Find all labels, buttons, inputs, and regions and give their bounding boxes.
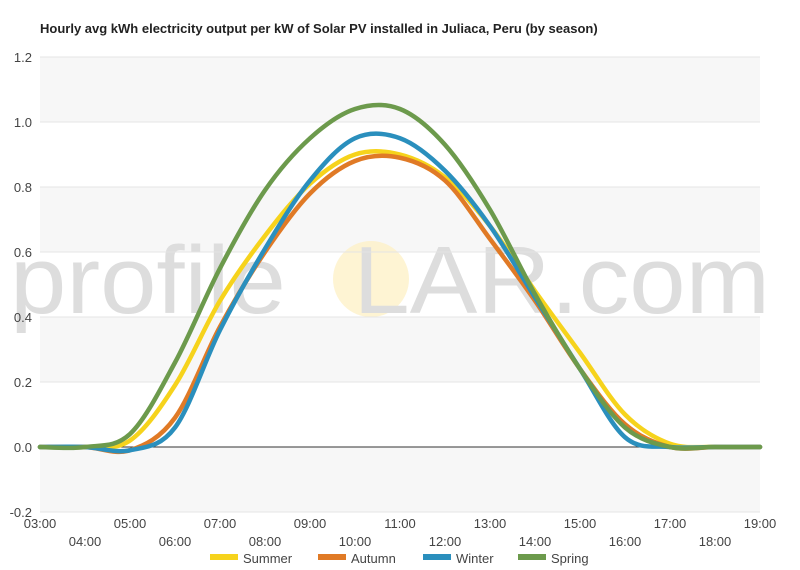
y-tick-label: 0.6 <box>14 245 32 260</box>
x-tick-label: 09:00 <box>294 516 327 531</box>
series-line-summer <box>37 148 763 450</box>
series-line-autumn <box>37 153 763 455</box>
x-tick-label: 18:00 <box>699 534 732 549</box>
x-tick-label: 13:00 <box>474 516 507 531</box>
x-tick-label: 11:00 <box>384 516 416 531</box>
y-tick-label: 0.4 <box>14 310 32 325</box>
x-tick-label: 05:00 <box>114 516 147 531</box>
legend-label-summer: Summer <box>243 551 293 566</box>
y-tick-label: -0.2 <box>10 505 32 520</box>
x-tick-label: 07:00 <box>204 516 237 531</box>
watermark-text: profile SLAR.com <box>10 227 770 334</box>
chart-title: Hourly avg kWh electricity output per kW… <box>40 21 598 36</box>
y-tick-label: 1.0 <box>14 115 32 130</box>
legend-label-autumn: Autumn <box>351 551 396 566</box>
legend-label-spring: Spring <box>551 551 589 566</box>
legend-swatch-spring <box>518 554 546 560</box>
x-axis-ticks: 03:00 04:00 05:00 06:00 07:00 08:00 09:00 10:00… <box>24 516 777 549</box>
legend-label-winter: Winter <box>456 551 494 566</box>
x-tick-label: 06:00 <box>159 534 192 549</box>
legend-swatch-autumn <box>318 554 346 560</box>
x-tick-label: 03:00 <box>24 516 57 531</box>
plot-band <box>40 447 760 512</box>
x-tick-label: 16:00 <box>609 534 642 549</box>
y-axis-ticks: -0.2 0.0 0.2 0.4 0.6 0.8 1.0 1.2 <box>10 50 32 520</box>
x-tick-label: 10:00 <box>339 534 372 549</box>
x-tick-label: 15:00 <box>564 516 597 531</box>
profilesolar-watermark: profile SLAR.com <box>10 227 770 334</box>
x-tick-label: 14:00 <box>519 534 552 549</box>
y-tick-label: 0.0 <box>14 440 32 455</box>
x-tick-label: 08:00 <box>249 534 282 549</box>
series-line-winter <box>37 131 763 454</box>
x-tick-label: 12:00 <box>429 534 462 549</box>
y-tick-label: 0.8 <box>14 180 32 195</box>
plot-band <box>40 57 760 122</box>
y-tick-label: 0.2 <box>14 375 32 390</box>
y-tick-label: 1.2 <box>14 50 32 65</box>
legend: Summer Autumn Winter Spring <box>210 551 589 566</box>
legend-swatch-winter <box>423 554 451 560</box>
plot-band <box>40 317 760 382</box>
series-line-spring <box>37 102 763 451</box>
plot-band <box>40 187 760 252</box>
sun-logo-icon <box>333 241 409 317</box>
series-lines <box>37 102 763 455</box>
x-tick-label: 17:00 <box>654 516 687 531</box>
x-tick-label: 19:00 <box>744 516 777 531</box>
x-tick-label: 04:00 <box>69 534 102 549</box>
legend-swatch-summer <box>210 554 238 560</box>
